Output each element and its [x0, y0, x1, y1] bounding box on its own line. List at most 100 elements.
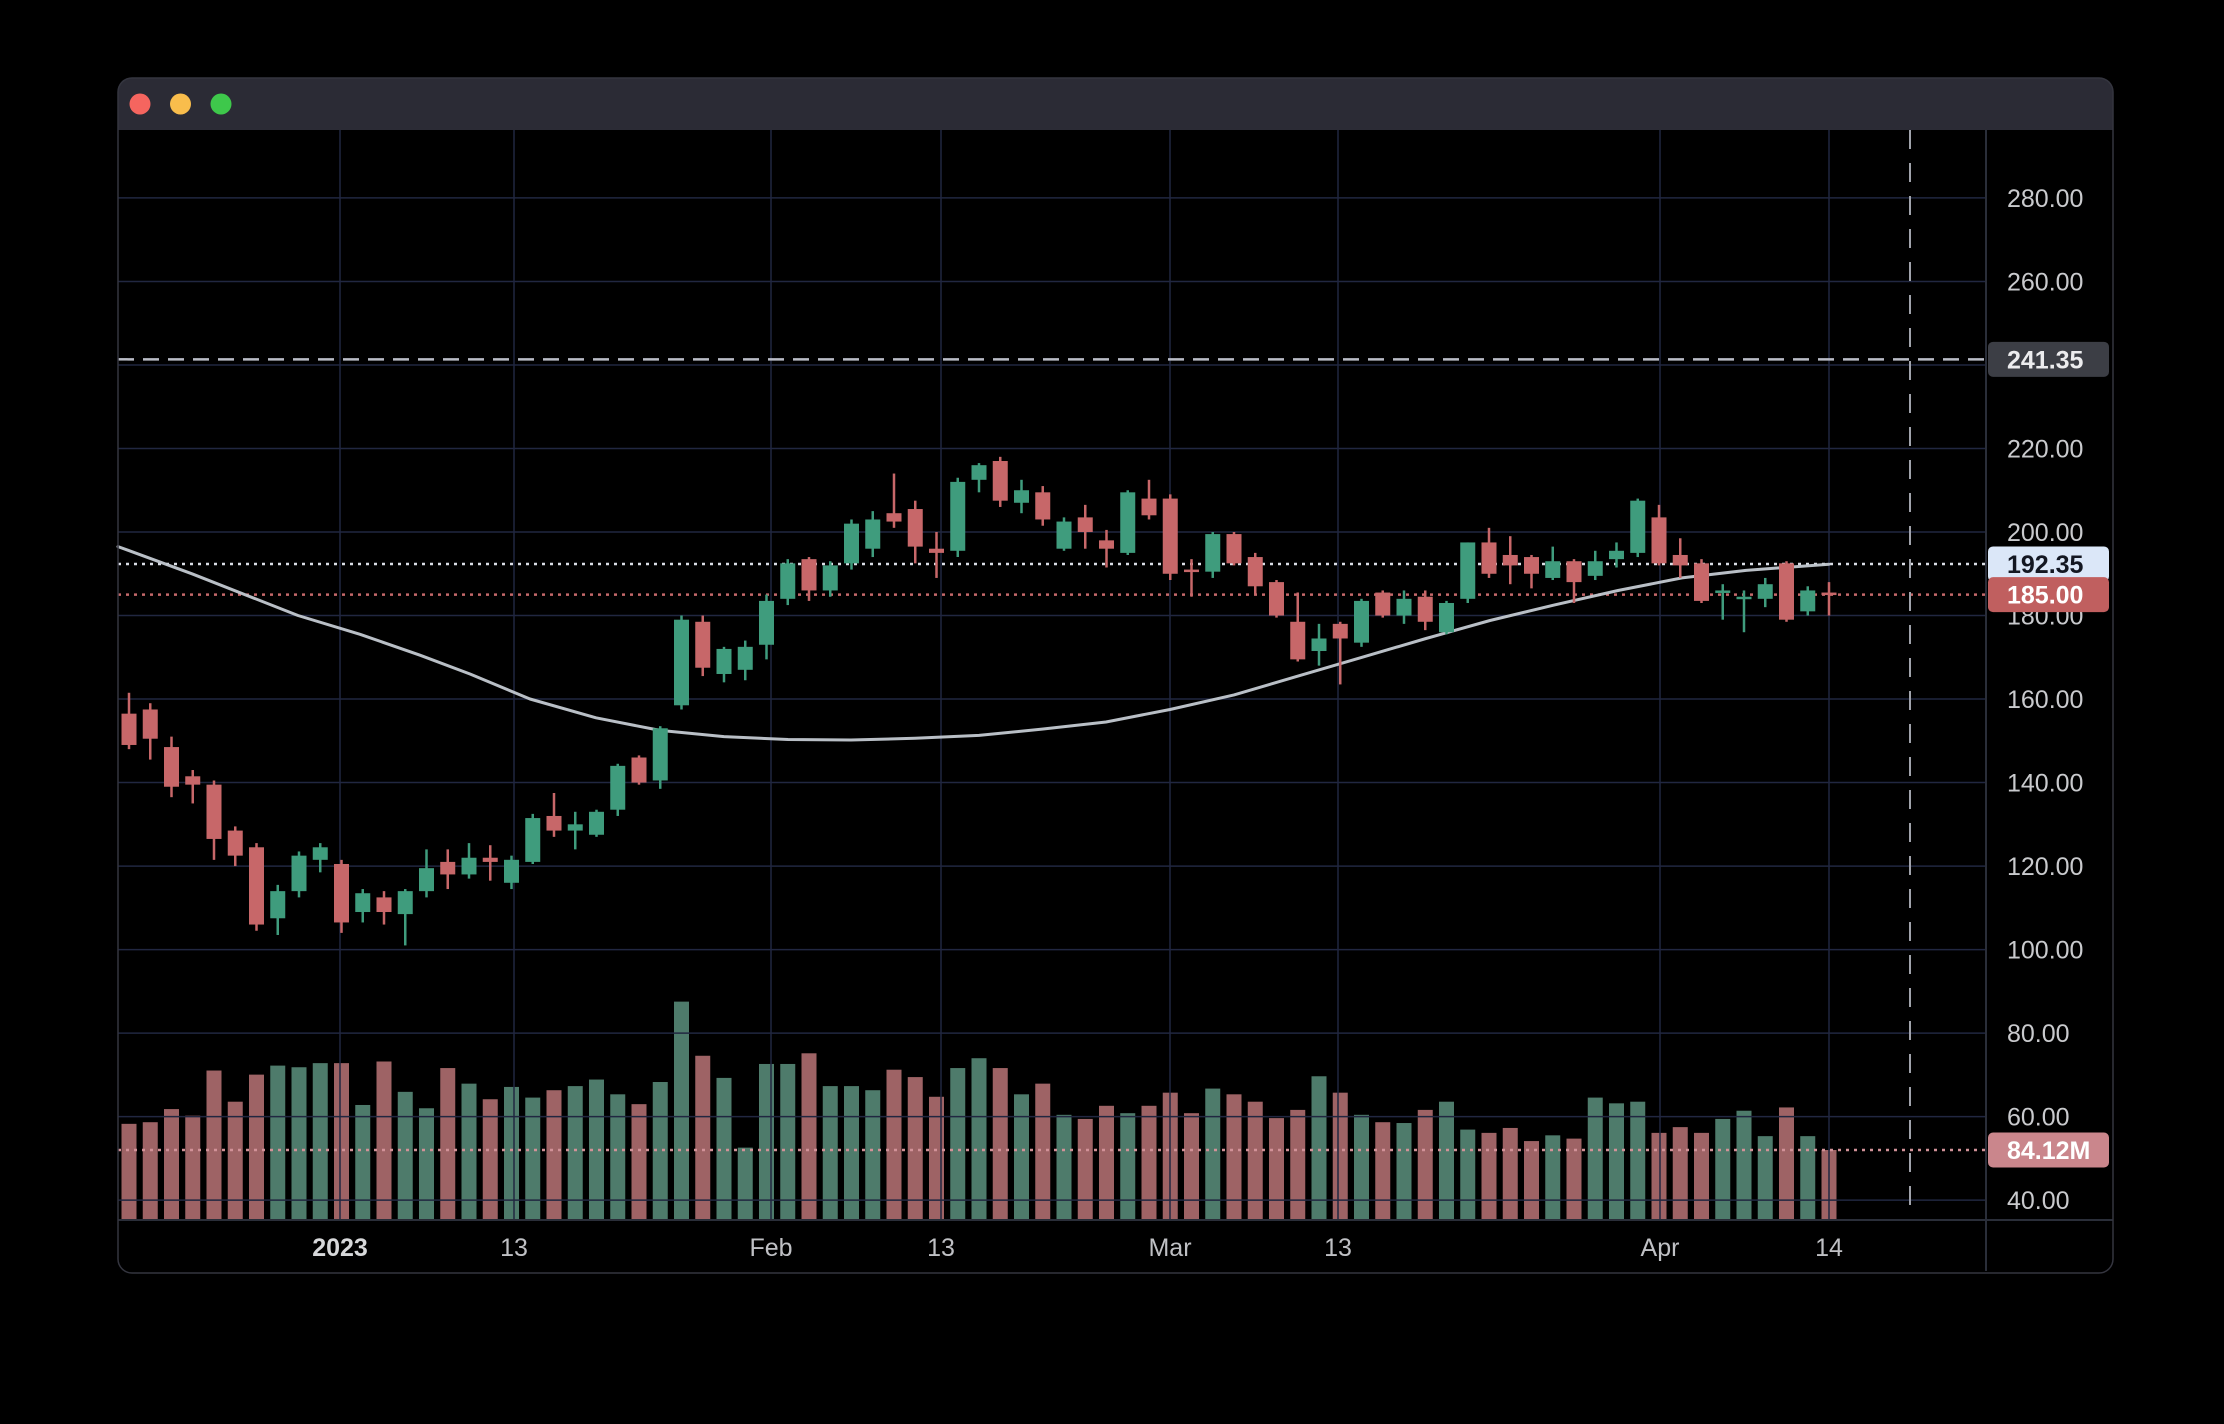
zoom-button[interactable]	[210, 93, 232, 115]
candle	[1247, 557, 1263, 587]
volume-bar	[1290, 1109, 1306, 1219]
candle	[1524, 557, 1539, 574]
volume-bar	[1524, 1141, 1539, 1219]
candle	[334, 863, 349, 923]
volume-bar	[1311, 1076, 1327, 1219]
candle	[1205, 534, 1221, 572]
candle	[759, 600, 774, 645]
time-tick-label: 14	[1815, 1234, 1843, 1262]
candle	[971, 465, 987, 480]
minimize-button[interactable]	[170, 93, 191, 115]
volume-bar	[716, 1077, 732, 1219]
svg-text:185.00: 185.00	[2007, 582, 2083, 610]
candle	[397, 891, 413, 915]
candle	[1715, 590, 1731, 593]
candle	[482, 857, 498, 862]
candle	[929, 548, 944, 553]
price-axis[interactable]: 280.00260.00220.00200.00180.00160.00140.…	[1988, 185, 2109, 1215]
candle	[355, 893, 371, 913]
price-tick-label: 260.00	[2007, 268, 2083, 296]
volume-bar	[1694, 1132, 1709, 1219]
candle	[185, 776, 201, 785]
candle	[992, 461, 1008, 501]
price-tick-label: 160.00	[2007, 686, 2083, 714]
volume-bar	[1460, 1129, 1476, 1219]
time-axis[interactable]: 2023 13 Feb 13 Mar 13 Apr 14	[312, 1234, 1843, 1262]
time-tick-label: 2023	[312, 1234, 368, 1262]
candle	[1290, 621, 1306, 660]
price-label-badge: 241.35	[1988, 341, 2109, 377]
candle	[291, 855, 307, 892]
volume-bar	[227, 1101, 243, 1219]
candle	[1354, 600, 1369, 643]
candle	[1311, 638, 1327, 652]
candle	[1821, 592, 1837, 596]
volume-bar	[971, 1058, 987, 1219]
candle	[1035, 492, 1051, 520]
price-tick-label: 100.00	[2007, 937, 2083, 965]
volume-bar	[334, 1063, 349, 1219]
candle	[780, 563, 796, 599]
price-tick-label: 40.00	[2007, 1187, 2070, 1215]
time-tick-label: 13	[1324, 1234, 1352, 1262]
chart-gridlines	[118, 130, 1986, 1219]
volume-bar	[1226, 1094, 1242, 1219]
volume-bar	[1439, 1101, 1454, 1219]
volume-bar	[695, 1055, 711, 1219]
volume-bar	[1099, 1105, 1114, 1219]
candle	[1014, 490, 1029, 503]
volume-bar	[1354, 1114, 1369, 1219]
volume-bar	[992, 1068, 1008, 1219]
candle	[1141, 498, 1157, 516]
candle	[249, 847, 264, 925]
volume-bar	[461, 1083, 477, 1219]
candlestick-series[interactable]	[121, 456, 1837, 946]
candle	[461, 857, 477, 875]
svg-text:241.35: 241.35	[2007, 346, 2084, 374]
candle	[270, 891, 286, 919]
candle	[1566, 561, 1582, 583]
volume-bar	[121, 1123, 137, 1219]
volume-bar	[886, 1069, 902, 1219]
volume-bar	[567, 1086, 583, 1219]
window-background	[118, 78, 2113, 1273]
candle	[1226, 534, 1242, 564]
price-tick-label: 120.00	[2007, 853, 2083, 881]
volume-bar	[546, 1090, 562, 1219]
candle	[801, 559, 817, 591]
price-tick-label: 200.00	[2007, 519, 2083, 547]
candle	[1099, 540, 1114, 549]
time-tick-label: Feb	[749, 1234, 792, 1262]
candle	[1332, 623, 1348, 639]
volume-bar	[1715, 1118, 1731, 1219]
price-tick-label: 220.00	[2007, 435, 2083, 463]
price-level-lines	[118, 358, 1986, 1152]
candle	[950, 481, 966, 551]
window-border	[117, 77, 2114, 1274]
volume-bar	[801, 1053, 817, 1219]
candle	[1460, 542, 1476, 599]
volume-bar	[270, 1065, 286, 1219]
volume-bar	[1417, 1109, 1433, 1219]
volume-bar	[1566, 1138, 1582, 1219]
candle	[206, 784, 222, 839]
candle	[1120, 492, 1136, 553]
window-titlebar[interactable]	[118, 78, 2113, 130]
close-button[interactable]	[129, 93, 151, 115]
candle	[716, 648, 732, 674]
candle	[865, 519, 881, 549]
candle	[695, 621, 711, 668]
volume-bar	[1736, 1110, 1752, 1219]
candle	[1375, 592, 1391, 616]
price-label-badge: 185.00	[1988, 577, 2109, 613]
volume-bar	[950, 1068, 966, 1219]
candle	[589, 811, 604, 835]
candle	[376, 897, 392, 913]
volume-bar	[1184, 1113, 1199, 1219]
candle	[1694, 563, 1709, 601]
candle	[1077, 517, 1093, 532]
candle	[907, 509, 923, 547]
volume-bar	[1779, 1107, 1794, 1219]
volume-bar	[1035, 1083, 1051, 1219]
candle	[312, 847, 328, 860]
